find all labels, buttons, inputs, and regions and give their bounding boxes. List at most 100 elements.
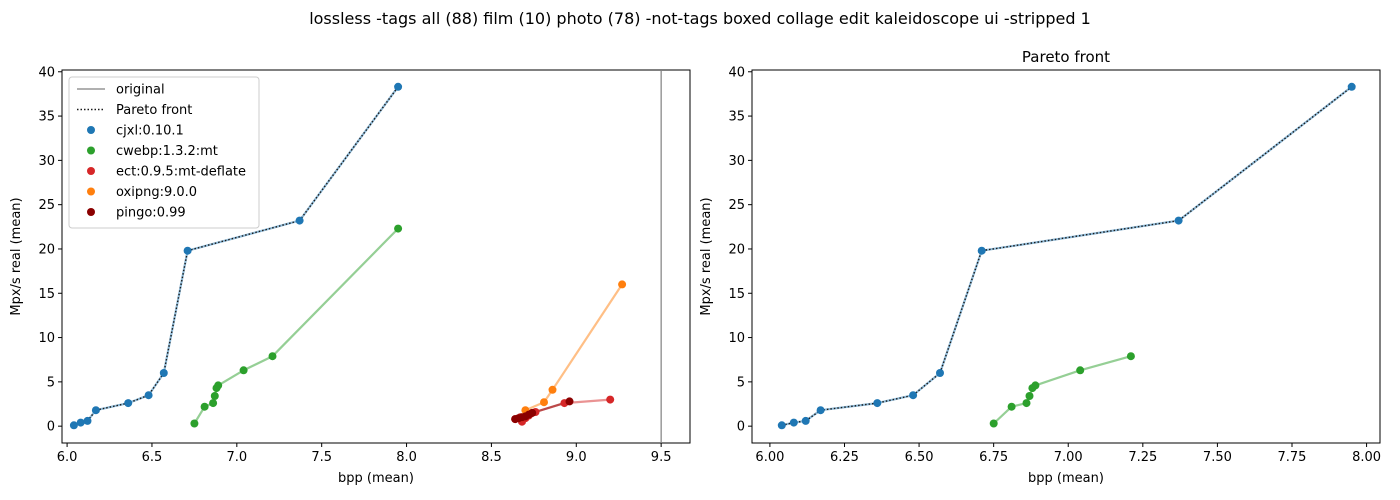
legend-ect-0-9-5-mt-deflate-marker bbox=[87, 167, 95, 175]
figure-suptitle: lossless -tags all (88) film (10) photo … bbox=[309, 9, 1091, 28]
right-y-tick-label: 25 bbox=[728, 198, 745, 213]
left-chart: 6.0 6.5 7.0 7.5 8.0 8.5 9.0 9.5 0 5 10 15 20 25 30 35 40… bbox=[9, 65, 691, 486]
left-cjxl-0-10-1-point bbox=[144, 391, 153, 400]
right-cjxl-0-10-1-point bbox=[777, 421, 786, 430]
left-cwebp-1-3-2-mt-point bbox=[239, 366, 248, 375]
left-cjxl-0-10-1-point bbox=[91, 406, 100, 415]
right-cwebp-1-3-2-mt-point bbox=[1126, 352, 1135, 361]
right-x-axis-label: bpp (mean) bbox=[1028, 471, 1104, 486]
right-cwebp-1-3-2-mt-point bbox=[989, 419, 998, 428]
right-cjxl-0-10-1-point bbox=[816, 406, 825, 415]
left-x-axis-label: bpp (mean) bbox=[338, 471, 414, 486]
right-chart: 6.00 6.25 6.50 6.75 7.00 7.25 7.50 7.75 8.00 0 5 10… bbox=[699, 48, 1381, 486]
right-pareto-front-line bbox=[781, 86, 1353, 426]
left-y-tick-label: 10 bbox=[38, 331, 55, 346]
left-pingo-0-99-point bbox=[565, 397, 574, 406]
legend-original-label: original bbox=[116, 83, 165, 98]
left-cwebp-1-3-2-mt-point bbox=[268, 352, 277, 361]
right-y-tick-label: 15 bbox=[728, 287, 745, 302]
left-cwebp-1-3-2-mt-point bbox=[190, 419, 199, 428]
right-x-tick-label: 7.75 bbox=[1278, 450, 1307, 465]
left-cjxl-0-10-1-point bbox=[295, 216, 304, 225]
right-x-tick-label: 6.00 bbox=[755, 450, 784, 465]
left-cjxl-0-10-1-point bbox=[159, 369, 168, 377]
legend-oxipng-9-0-0-marker bbox=[87, 187, 95, 196]
left-cwebp-1-3-2-mt-point bbox=[209, 399, 218, 408]
left-x-tick-label: 7.0 bbox=[226, 450, 247, 465]
left-cwebp-1-3-2-mt-point bbox=[210, 392, 219, 400]
left-cjxl-0-10-1-point bbox=[394, 82, 403, 91]
left-cjxl-0-10-1-point bbox=[124, 399, 133, 408]
right-cwebp-1-3-2-mt-point bbox=[1022, 399, 1031, 408]
legend-cjxl-0-10-1-marker bbox=[87, 126, 95, 134]
legend-pareto-front-label: Pareto front bbox=[116, 103, 192, 118]
left-y-axis-label: Mpx/s real (mean) bbox=[9, 197, 24, 315]
right-y-tick-label: 0 bbox=[737, 420, 745, 435]
right-y-tick-label: 20 bbox=[728, 242, 745, 257]
right-cjxl-0-10-1-point bbox=[801, 416, 810, 425]
right-plot-area bbox=[751, 69, 1381, 444]
left-x-tick-label: 6.5 bbox=[142, 450, 163, 465]
right-cjxl-0-10-1-point bbox=[1347, 82, 1356, 91]
right-x-tick-label: 8.00 bbox=[1352, 450, 1381, 465]
left-ect-0-9-5-mt-deflate-point bbox=[606, 395, 615, 404]
legend-cwebp-1-3-2-mt-marker bbox=[87, 146, 95, 155]
right-cjxl-0-10-1-point bbox=[909, 391, 918, 400]
legend-cwebp-1-3-2-mt-label: cwebp:1.3.2:mt bbox=[116, 144, 218, 159]
left-y-tick-label: 25 bbox=[38, 198, 55, 213]
left-cjxl-0-10-1-point bbox=[76, 418, 85, 427]
right-chart-title: Pareto front bbox=[1022, 48, 1110, 66]
right-y-tick-label: 5 bbox=[737, 375, 745, 390]
right-cjxl-0-10-1-point bbox=[873, 399, 882, 408]
legend-pingo-0-99-marker bbox=[87, 208, 95, 216]
right-x-tick-label: 7.00 bbox=[1054, 450, 1083, 465]
left-y-tick-label: 35 bbox=[38, 110, 55, 125]
right-cwebp-1-3-2-mt-point bbox=[1076, 366, 1085, 375]
right-cwebp-1-3-2-mt-point bbox=[1007, 402, 1016, 411]
left-x-tick-label: 8.5 bbox=[481, 450, 502, 465]
legend-pingo-0-99-label: pingo:0.99 bbox=[116, 206, 186, 221]
left-cwebp-1-3-2-mt-point bbox=[394, 224, 403, 233]
legend-box bbox=[68, 76, 260, 229]
right-cjxl-0-10-1-point bbox=[1174, 216, 1183, 225]
left-cjxl-0-10-1-point bbox=[183, 246, 192, 255]
right-y-tick-label: 35 bbox=[728, 110, 745, 125]
right-cjxl-0-10-1-point bbox=[977, 246, 986, 255]
left-cwebp-1-3-2-mt-point bbox=[200, 402, 209, 411]
left-oxipng-9-0-0-point bbox=[548, 385, 557, 394]
right-y-axis-label: Mpx/s real (mean) bbox=[699, 197, 714, 315]
right-cwebp-1-3-2-mt-point bbox=[1025, 392, 1034, 400]
left-y-tick-label: 20 bbox=[38, 242, 55, 257]
left-y-tick-label: 40 bbox=[38, 65, 55, 80]
right-x-tick-label: 7.50 bbox=[1203, 450, 1232, 465]
right-y-tick-label: 10 bbox=[728, 331, 745, 346]
right-x-tick-label: 7.25 bbox=[1128, 450, 1157, 465]
right-y-tick-label: 40 bbox=[728, 65, 745, 80]
left-oxipng-9-0-0-point bbox=[540, 398, 548, 407]
legend-ect-0-9-5-mt-deflate-label: ect:0.9.5:mt-deflate bbox=[116, 165, 246, 180]
legend-cjxl-0-10-1-label: cjxl:0.10.1 bbox=[116, 124, 184, 139]
right-x-tick-label: 6.50 bbox=[905, 450, 934, 465]
right-cjxl-0-10-1-point bbox=[789, 418, 798, 427]
left-y-tick-label: 5 bbox=[47, 375, 55, 390]
left-y-tick-label: 0 bbox=[47, 420, 55, 435]
left-pingo-0-99-point bbox=[528, 408, 537, 417]
right-y-tick-label: 30 bbox=[728, 154, 745, 169]
right-x-tick-label: 6.25 bbox=[830, 450, 859, 465]
left-cwebp-1-3-2-mt-point bbox=[214, 381, 223, 390]
left-cjxl-0-10-1-point bbox=[83, 416, 92, 425]
left-y-tick-label: 15 bbox=[38, 287, 55, 302]
left-x-tick-label: 9.5 bbox=[651, 450, 672, 465]
left-x-tick-label: 9.0 bbox=[566, 450, 587, 465]
left-y-tick-label: 30 bbox=[38, 154, 55, 169]
left-x-tick-label: 6.0 bbox=[57, 450, 78, 465]
right-x-tick-label: 6.75 bbox=[979, 450, 1008, 465]
legend-oxipng-9-0-0-label: oxipng:9.0.0 bbox=[116, 185, 197, 200]
left-x-tick-label: 7.5 bbox=[311, 450, 332, 465]
left-cjxl-0-10-1-point bbox=[69, 421, 78, 430]
left-x-tick-label: 8.0 bbox=[396, 450, 417, 465]
right-cjxl-0-10-1-point bbox=[936, 369, 944, 377]
right-cwebp-1-3-2-mt-point bbox=[1031, 381, 1040, 390]
left-oxipng-9-0-0-point bbox=[618, 280, 627, 289]
